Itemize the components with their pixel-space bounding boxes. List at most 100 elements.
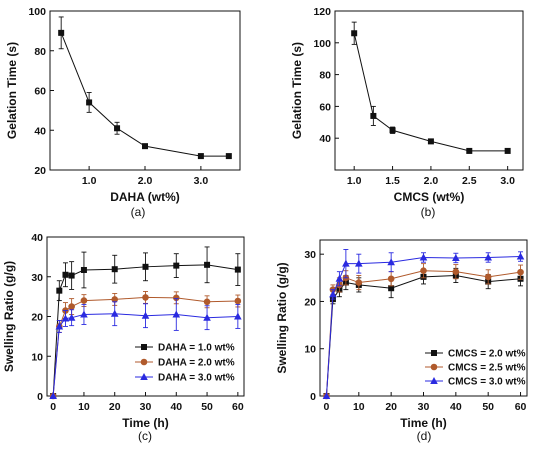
data-point (111, 266, 118, 273)
data-point (427, 138, 434, 145)
data-point (67, 313, 76, 321)
data-point (114, 125, 121, 132)
y-tick-label: 10 (31, 351, 43, 363)
data-point (484, 273, 492, 281)
x-tick-label: 3.0 (500, 175, 515, 187)
y-tick-label: 20 (304, 296, 316, 308)
x-tick-label: 30 (418, 401, 430, 413)
data-series-1 (58, 16, 232, 160)
legend-item: CMCS = 2.0 wt% (425, 349, 526, 360)
data-point (504, 147, 511, 154)
legend-marker (140, 358, 148, 366)
series-line (52, 296, 238, 397)
data-point (370, 112, 377, 119)
x-tick-label: 50 (482, 401, 494, 413)
y-axis-title: Gelation Time (s) (290, 42, 304, 139)
data-point (484, 253, 492, 261)
data-point (49, 392, 57, 399)
panel-label: (b) (421, 205, 436, 219)
x-tick-label: 1.0 (347, 175, 362, 187)
data-point (355, 279, 363, 286)
data-point (335, 274, 344, 282)
x-tick-label: 2.5 (462, 175, 477, 187)
y-axis-title: Swelling Ratio (g/g) (275, 262, 289, 373)
data-point (420, 267, 427, 275)
series-line (60, 32, 229, 157)
data-point (517, 268, 524, 276)
data-point (110, 309, 119, 317)
data-series-3 (49, 298, 242, 399)
data-point (387, 258, 395, 266)
panel-label: (c) (138, 429, 152, 443)
data-point (142, 143, 148, 150)
data-point (203, 313, 211, 321)
x-tick-label: 0 (50, 401, 56, 413)
x-tick-label: 10 (353, 401, 365, 413)
data-point (234, 312, 242, 320)
data-point (62, 271, 69, 278)
y-axis-title: Swelling Ratio (g/g) (2, 261, 16, 372)
data-point (56, 287, 63, 294)
y-tick-label: 100 (28, 6, 46, 18)
panel-label: (a) (131, 205, 146, 219)
y-tick-label: 30 (304, 249, 316, 261)
data-point (234, 266, 241, 273)
x-axis-title: Time (h) (122, 416, 168, 430)
x-axis-title: CMCS (wt%) (394, 190, 465, 204)
data-point (58, 29, 65, 36)
data-point (329, 290, 337, 298)
x-axis-title: DAHA (wt%) (110, 190, 180, 204)
x-tick-label: 10 (78, 401, 90, 413)
x-tick-label: 1.0 (82, 175, 97, 187)
x-tick-label: 2.0 (424, 175, 439, 187)
legend-item: CMCS = 2.5 wt% (425, 363, 526, 374)
x-tick-label: 3.0 (194, 175, 209, 187)
legend-marker (140, 373, 148, 380)
data-point (388, 285, 395, 292)
data-point (234, 297, 242, 305)
data-point (452, 268, 460, 275)
y-tick-label: 20 (34, 165, 46, 177)
legend-marker (430, 377, 438, 384)
data-point (111, 296, 119, 303)
y-tick-label: 10 (304, 344, 316, 356)
y-tick-label: 30 (31, 272, 43, 284)
data-point (86, 99, 93, 106)
series-line (325, 256, 521, 397)
y-tick-label: 100 (313, 38, 331, 50)
legend-marker (430, 363, 438, 371)
data-point (389, 127, 396, 134)
data-point (61, 314, 70, 322)
plot-frame (334, 10, 524, 171)
legend-label: DAHA = 2.0 wt% (158, 358, 235, 369)
x-tick-label: 50 (201, 401, 213, 413)
y-tick-label: 20 (31, 312, 43, 324)
legend-item: DAHA = 2.0 wt% (135, 358, 235, 369)
data-point (173, 262, 180, 269)
series-line (52, 264, 238, 397)
series-line (52, 313, 238, 397)
x-tick-label: 2.0 (138, 175, 153, 187)
y-tick-label: 0 (310, 391, 316, 403)
data-point (204, 261, 211, 268)
y-tick-label: 40 (34, 125, 46, 137)
legend-label: DAHA = 3.0 wt% (158, 373, 235, 384)
chart-panel-1: 1.0 2.0 3.0 20 40 60 80 100 DAHA (wt%) Gelation T… (5, 6, 241, 219)
data-point (172, 310, 181, 318)
legend-label: DAHA = 1.0 wt% (158, 343, 235, 354)
series-line (325, 274, 521, 397)
data-point (142, 294, 149, 301)
y-tick-label: 40 (31, 232, 43, 244)
data-point (55, 322, 64, 330)
legend-item: CMCS = 3.0 wt% (425, 377, 526, 388)
y-tick-label: 80 (34, 46, 46, 58)
data-series-1 (351, 21, 511, 154)
data-point (80, 297, 88, 304)
y-tick-label: 60 (319, 101, 331, 113)
data-point (68, 272, 75, 279)
data-point (355, 259, 363, 267)
data-point (419, 253, 428, 261)
data-point (141, 311, 150, 319)
y-tick-label: 120 (313, 6, 331, 18)
